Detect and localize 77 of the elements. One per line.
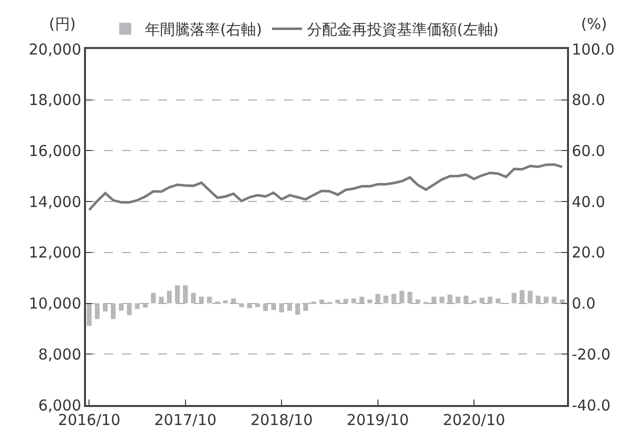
y2-tick-label: 40.0 bbox=[572, 192, 606, 211]
legend-label: 年間騰落率(右軸) bbox=[145, 20, 262, 39]
bar bbox=[399, 290, 404, 304]
bar bbox=[183, 285, 188, 304]
y-tick-label: 14,000 bbox=[28, 192, 82, 211]
bar bbox=[94, 303, 100, 320]
bar bbox=[271, 303, 276, 310]
bar bbox=[407, 292, 412, 304]
bar bbox=[512, 292, 516, 304]
bar bbox=[247, 303, 252, 308]
line-series bbox=[88, 163, 564, 212]
y2-tick-label: 20.0 bbox=[572, 244, 606, 262]
y-tick-label: 8,000 bbox=[38, 345, 82, 364]
x-tick-label: 2020/10 bbox=[442, 410, 506, 429]
bar bbox=[239, 303, 244, 308]
bar bbox=[86, 303, 92, 326]
bar bbox=[432, 296, 436, 304]
bar bbox=[528, 290, 533, 304]
bar bbox=[303, 303, 308, 311]
bar bbox=[319, 299, 324, 304]
bar bbox=[102, 303, 108, 312]
bar bbox=[158, 296, 164, 304]
bar bbox=[383, 296, 388, 304]
y2-axis-title: (%) bbox=[581, 15, 607, 33]
bar bbox=[134, 303, 140, 309]
bar bbox=[391, 294, 396, 304]
y-tick-label: 12,000 bbox=[28, 244, 82, 262]
bar bbox=[480, 298, 484, 304]
legend-label: 分配金再投資基準価額(左軸) bbox=[306, 20, 499, 39]
bar bbox=[464, 296, 468, 304]
bar bbox=[440, 296, 444, 304]
x-tick-label: 2019/10 bbox=[346, 410, 409, 429]
y2-tick-label: -40.0 bbox=[572, 396, 611, 414]
bar bbox=[126, 303, 132, 316]
bar bbox=[448, 294, 452, 304]
y2-tick-label: -20.0 bbox=[572, 345, 611, 364]
bar bbox=[191, 292, 196, 304]
bar bbox=[367, 299, 372, 304]
bar bbox=[150, 292, 156, 304]
y-tick-label: 18,000 bbox=[28, 91, 82, 110]
bar bbox=[335, 300, 340, 304]
bar bbox=[472, 300, 476, 304]
bar bbox=[359, 296, 364, 304]
bar bbox=[263, 303, 268, 311]
bar bbox=[174, 285, 180, 304]
bar bbox=[166, 290, 172, 304]
bar bbox=[231, 298, 236, 304]
bar bbox=[255, 303, 260, 308]
bar bbox=[415, 299, 420, 304]
y-tick-label: 10,000 bbox=[28, 294, 82, 313]
bar bbox=[279, 303, 284, 312]
bar bbox=[375, 294, 380, 304]
bar bbox=[223, 300, 228, 304]
bar bbox=[536, 296, 541, 304]
y-tick-label: 20,000 bbox=[28, 40, 82, 58]
y-tick-label: 16,000 bbox=[28, 142, 82, 160]
bar bbox=[560, 299, 565, 304]
x-tick-label: 2017/10 bbox=[154, 410, 217, 429]
bar bbox=[552, 296, 557, 304]
bar bbox=[207, 296, 212, 304]
bar bbox=[287, 303, 292, 311]
bar bbox=[496, 298, 500, 304]
bar bbox=[488, 296, 492, 304]
bar bbox=[351, 298, 356, 304]
bar bbox=[520, 290, 525, 304]
bar bbox=[456, 296, 460, 304]
y2-tick-label: 80.0 bbox=[572, 91, 606, 110]
bar bbox=[343, 298, 348, 304]
y2-tick-label: 100.0 bbox=[572, 40, 615, 58]
y2-tick-label: 60.0 bbox=[572, 142, 606, 160]
x-tick-label: 2018/10 bbox=[250, 410, 313, 429]
y-axis-title: (円) bbox=[49, 15, 76, 33]
bar bbox=[295, 303, 300, 315]
bar bbox=[544, 296, 549, 304]
bar bbox=[199, 296, 204, 304]
bar bbox=[110, 303, 116, 320]
y2-tick-label: 0.0 bbox=[572, 294, 596, 313]
